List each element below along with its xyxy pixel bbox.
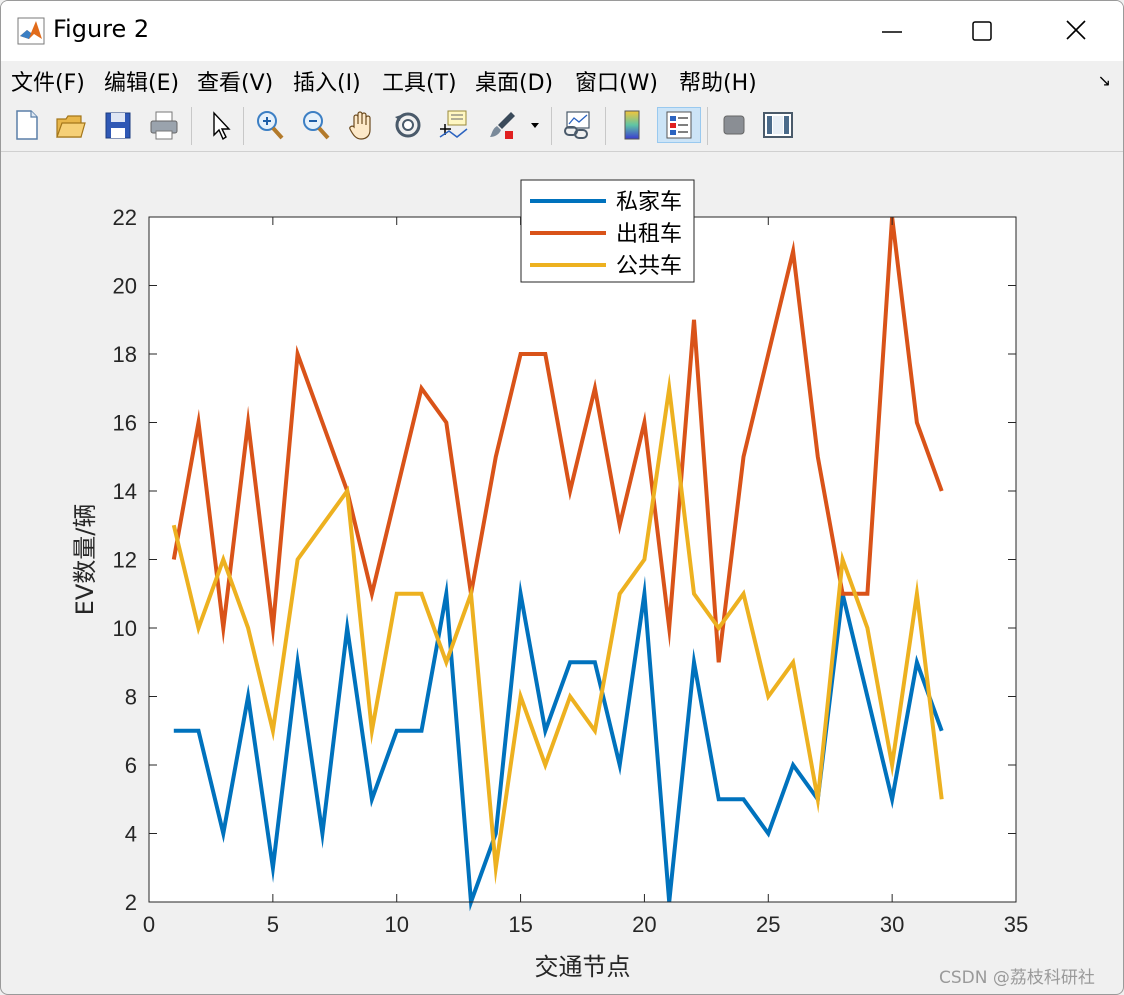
matlab-logo-icon [17, 17, 45, 45]
x-tick-label: 0 [143, 912, 155, 937]
x-axis-label: 交通节点 [535, 953, 631, 981]
legend-icon [666, 111, 692, 139]
y-tick-label: 20 [113, 274, 137, 299]
y-tick-label: 16 [113, 411, 137, 436]
menu-view[interactable]: 查看(V) [197, 71, 274, 96]
menu-desktop[interactable]: 桌面(D) [475, 71, 554, 96]
close-button[interactable] [1053, 11, 1099, 51]
series-line-1 [173, 575, 944, 912]
x-tick-label: 15 [508, 912, 532, 937]
pan-hand-icon[interactable] [345, 107, 379, 143]
save-icon[interactable] [101, 107, 135, 143]
print-icon[interactable] [147, 107, 181, 143]
new-figure-icon[interactable] [9, 107, 43, 143]
y-tick-label: 18 [113, 342, 137, 367]
menu-window[interactable]: 窗口(W) [575, 71, 658, 96]
watermark: CSDN @荔枝科研社 [939, 968, 1095, 988]
y-tick-label: 6 [125, 753, 137, 778]
zoom-in-icon[interactable] [253, 107, 287, 143]
figure-toolbar [1, 101, 1123, 152]
series-line-3 [171, 373, 944, 885]
menu-insert[interactable]: 插入(I) [293, 71, 361, 96]
x-tick-label: 5 [267, 912, 279, 937]
x-tick-label: 30 [880, 912, 904, 937]
colorbar-icon[interactable] [615, 107, 649, 143]
x-tick-label: 35 [1004, 912, 1028, 937]
y-tick-label: 14 [113, 479, 137, 504]
minimize-button[interactable] [869, 11, 915, 51]
minimize-icon [882, 31, 902, 33]
close-icon [1066, 20, 1086, 40]
menu-tools[interactable]: 工具(T) [382, 71, 457, 96]
hide-plot-tools-icon[interactable] [717, 107, 751, 143]
legend-entry-2: 出租车 [616, 222, 682, 247]
menu-file[interactable]: 文件(F) [11, 71, 85, 96]
y-axis-label: EV数量/辆 [71, 504, 99, 616]
x-tick-label: 20 [632, 912, 656, 937]
brush-icon[interactable] [485, 107, 519, 143]
show-plot-tools-icon[interactable] [761, 107, 795, 143]
legend-button[interactable] [657, 107, 701, 143]
open-file-icon[interactable] [53, 107, 87, 143]
maximize-button[interactable] [959, 11, 1005, 51]
y-tick-label: 12 [113, 548, 137, 573]
pointer-icon[interactable] [203, 107, 237, 143]
link-plot-icon[interactable] [561, 107, 595, 143]
data-cursor-icon[interactable] [437, 107, 471, 143]
y-tick-label: 10 [113, 616, 137, 641]
legend-entry-3: 公共车 [616, 254, 682, 279]
zoom-out-icon[interactable] [299, 107, 333, 143]
figure-canvas: 0 5 10 15 20 25 30 35 2 4 6 8 10 12 14 16 18 20 22 交通节点 EV数量… [71, 179, 1028, 981]
brush-dropdown-icon[interactable] [525, 107, 545, 143]
maximize-icon [972, 21, 992, 41]
y-tick-label: 2 [125, 890, 137, 915]
y-tick-label: 8 [125, 685, 137, 710]
x-tick-label: 25 [756, 912, 780, 937]
rotate-3d-icon[interactable] [391, 107, 425, 143]
menu-bar: 文件(F) 编辑(E) 查看(V) 插入(I) 工具(T) 桌面(D) 窗口(W… [1, 61, 1123, 101]
menu-edit[interactable]: 编辑(E) [104, 71, 180, 96]
x-tick-label: 10 [384, 912, 408, 937]
y-tick-label: 4 [125, 822, 137, 847]
series-line-2 [171, 216, 944, 663]
dock-arrow-icon[interactable]: ↘ [1097, 71, 1111, 90]
window-title: Figure 2 [53, 15, 150, 43]
legend-entry-1: 私家车 [616, 190, 682, 215]
title-bar: Figure 2 [1, 1, 1123, 61]
menu-help[interactable]: 帮助(H) [679, 71, 757, 96]
y-tick-label: 22 [113, 205, 137, 230]
